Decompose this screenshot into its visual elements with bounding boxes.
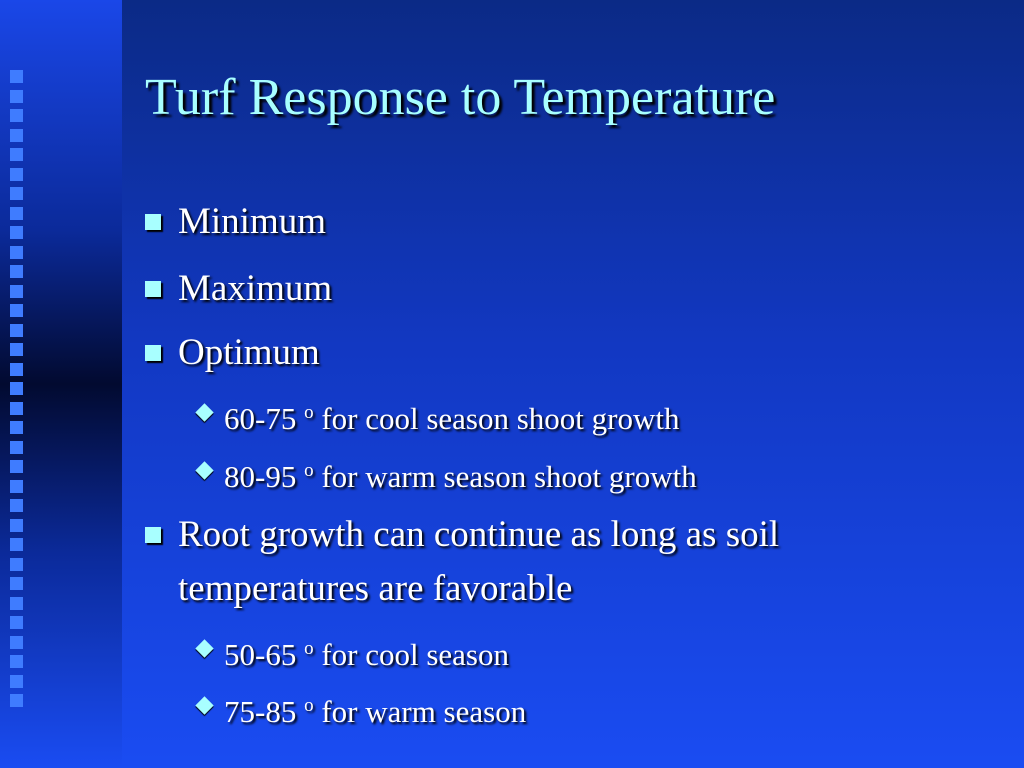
sub-text: for cool season shoot growth [321,401,680,436]
bullet: Maximum [145,262,958,316]
strip-square [10,674,23,688]
strip-square [10,323,23,337]
sub-bullet: 60-75 o for cool season shoot growth [224,393,680,439]
strip-square [10,440,23,454]
strip-square [10,343,23,356]
strip-square [10,557,23,571]
strip-square [10,694,23,707]
strip-square [10,187,23,200]
sub-bullet: 50-65 o for cool season [224,629,509,675]
range: 80-95 [224,459,297,494]
range: 75-85 [224,694,297,729]
strip-square [10,148,23,161]
sub-bullet: 80-95 o for warm season shoot growth [224,451,697,497]
degree: o [304,460,314,481]
strip-square [10,479,23,493]
strip-square [10,70,23,83]
strip-square [10,577,23,590]
strip-square [10,382,23,395]
degree: o [304,638,314,659]
sub-bullet: 75-85 o for warm season [224,686,526,732]
strip-square [10,655,23,668]
degree: o [304,695,314,716]
sub-text: for warm season shoot growth [321,459,697,494]
slide-title: Turf Response to Temperature [145,69,776,126]
bullet: Optimum [145,326,958,380]
strip-square [10,499,23,512]
strip-square [10,421,23,434]
strip-square [10,616,23,629]
strip-square [10,596,23,610]
strip-square [10,538,23,551]
strip-square [10,304,23,317]
strip-square [10,265,23,278]
bullet: Minimum [145,195,958,249]
strip-square [10,635,23,649]
strip-square [10,284,23,298]
strip-square [10,128,23,142]
strip-square [10,206,23,220]
strip-square [10,89,23,103]
strip-square [10,109,23,122]
strip-square [10,226,23,239]
strip-square [10,245,23,259]
strip-square [10,460,23,473]
strip-square [10,167,23,181]
side-strip [0,0,122,768]
strip-square [10,362,23,376]
sub-text: for warm season [321,694,527,729]
sub-text: for cool season [321,637,509,672]
range: 60-75 [224,401,297,436]
strip-square [10,401,23,415]
strip-square [10,518,23,532]
degree: o [304,402,314,423]
bullet: Root growth can continue as long as soil… [145,508,958,616]
range: 50-65 [224,637,297,672]
